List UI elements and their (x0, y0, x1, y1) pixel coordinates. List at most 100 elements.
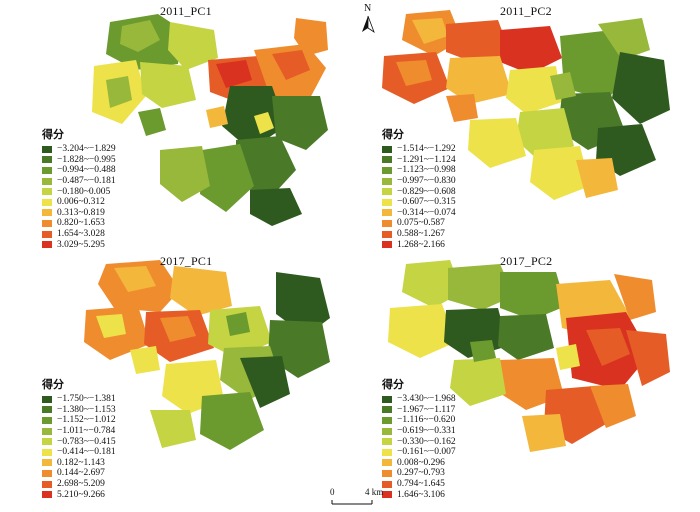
legend-swatch (382, 406, 392, 414)
legend: 得分 −1.750~−1.381 −1.380~−1.153 −1.152~−1.0… (42, 376, 116, 500)
legend-swatch (42, 448, 52, 456)
legend-swatch (42, 427, 52, 435)
legend-swatch (42, 459, 52, 467)
legend-swatch (382, 230, 392, 238)
legend-item: 0.313~0.819 (42, 208, 116, 219)
legend-item: 0.297~0.793 (382, 468, 456, 479)
legend-label: 0.006~0.312 (57, 197, 105, 208)
legend-item: −1.011~−0.784 (42, 426, 116, 437)
legend-item: −0.994~−0.488 (42, 165, 116, 176)
legend-label: 0.588~1.267 (397, 229, 445, 240)
city-region-blocks (382, 10, 670, 200)
legend-swatch (42, 406, 52, 414)
legend-items: −3.430~−1.968 −1.967~−1.117 −1.116~−0.620 −… (382, 394, 456, 500)
city-region-blocks (92, 14, 328, 226)
legend-item: −0.829~−0.608 (382, 186, 456, 197)
north-arrow-label: N (364, 3, 372, 14)
legend-items: −3.204~−1.829 −1.828~−0.995 −0.994~−0.488−… (42, 144, 116, 250)
legend-label: 0.008~0.296 (397, 457, 445, 468)
legend-item: 5.210~9.266 (42, 489, 116, 500)
legend-item: 0.794~1.645 (382, 479, 456, 490)
legend-swatch (42, 416, 52, 424)
choropleth-map-2011-pc1 (92, 14, 328, 226)
legend-item: −1.828~−0.995 (42, 155, 116, 166)
legend-swatch (42, 395, 52, 403)
city-region-blocks (388, 260, 670, 452)
legend-swatch (382, 469, 392, 477)
legend-label: −0.314~−0.074 (397, 207, 456, 218)
scale-bar (331, 500, 373, 505)
legend-label: −0.607~−0.315 (397, 197, 456, 208)
legend-label: −1.011~−0.784 (57, 426, 116, 437)
legend-swatch (382, 438, 392, 446)
map-panel-2011-pc2: 2011_PC2 得分 −1.514~−1.292 −1.291~−1.124 −1… (350, 0, 690, 250)
legend-swatch (42, 198, 52, 206)
legend-swatch (382, 166, 392, 174)
legend-label: 0.820~1.653 (57, 218, 105, 229)
legend-label: −0.487~−0.181 (57, 176, 116, 187)
legend-swatch (42, 480, 52, 488)
legend-items: −1.514~−1.292 −1.291~−1.124 −1.123~−0.998−… (382, 144, 456, 250)
legend-item: 1.268~2.166 (382, 239, 456, 250)
legend-label: 1.268~2.166 (397, 239, 445, 250)
legend-item: 0.144~2.697 (42, 468, 116, 479)
legend-label: −1.967~−1.117 (397, 404, 456, 415)
choropleth-map-2017-pc1 (84, 260, 330, 450)
scale-bar-start-label: 0 (330, 487, 335, 497)
north-arrow-icon (362, 15, 375, 34)
legend-swatch (382, 219, 392, 227)
legend-title: 得分 (382, 128, 404, 141)
legend-label: −1.152~−1.012 (57, 415, 116, 426)
legend-item: 3.029~5.295 (42, 239, 116, 250)
legend-label: −3.430~−1.968 (397, 394, 456, 405)
choropleth-map-2017-pc2 (388, 260, 670, 452)
legend-swatch (42, 145, 52, 153)
legend-label: 0.313~0.819 (57, 207, 105, 218)
legend: 得分 −3.204~−1.829 −1.828~−0.995 −0.994~−0.4… (42, 126, 116, 250)
legend-label: 2.698~5.209 (57, 479, 105, 490)
legend-label: −0.180~0.005 (57, 186, 111, 197)
legend-item: 0.008~0.296 (382, 458, 456, 469)
legend-swatch (382, 480, 392, 488)
map-panel-2011-pc1: 2011_PC1 得分 −3.204~−1.829 −1.828~−0.995 −0… (10, 0, 350, 250)
legend-label: −1.116~−0.620 (397, 415, 456, 426)
legend-swatch (42, 188, 52, 196)
legend-item: −1.750~−1.381 (42, 394, 116, 405)
legend-item: −1.152~−1.012 (42, 415, 116, 426)
legend-swatch (382, 188, 392, 196)
legend-label: −1.291~−1.124 (397, 154, 456, 165)
legend-swatch (382, 156, 392, 164)
legend-label: 1.646~3.106 (397, 489, 445, 500)
legend-label: 0.297~0.793 (397, 468, 445, 479)
legend-item: −0.607~−0.315 (382, 197, 456, 208)
legend-item: −0.161~−0.007 (382, 447, 456, 458)
legend-item: 0.075~0.587 (382, 218, 456, 229)
legend-swatch (382, 177, 392, 185)
scale-bar-end-label: 4 km (365, 487, 384, 497)
legend-label: 0.144~2.697 (57, 468, 105, 479)
legend-label: 0.182~1.143 (57, 457, 105, 468)
legend-item: 0.182~1.143 (42, 458, 116, 469)
legend-swatch (42, 209, 52, 217)
legend-item: 0.820~1.653 (42, 218, 116, 229)
legend-swatch (382, 395, 392, 403)
legend-item: 1.646~3.106 (382, 489, 456, 500)
legend-swatch (42, 491, 52, 499)
legend-label: 5.210~9.266 (57, 489, 105, 500)
legend-label: 0.794~1.645 (397, 479, 445, 490)
panel-title: 2011_PC2 (500, 4, 552, 18)
legend: 得分 −1.514~−1.292 −1.291~−1.124 −1.123~−0.9… (382, 126, 456, 250)
legend-swatch (42, 177, 52, 185)
legend-label: −1.828~−0.995 (57, 154, 116, 165)
legend-swatch (382, 145, 392, 153)
legend-swatch (42, 438, 52, 446)
panel-title: 2017_PC2 (500, 254, 553, 268)
legend-item: −0.180~0.005 (42, 186, 116, 197)
legend-title: 得分 (42, 128, 64, 141)
legend-label: 1.654~3.028 (57, 229, 105, 240)
legend-item: −0.330~−0.162 (382, 436, 456, 447)
legend-item: −0.487~−0.181 (42, 176, 116, 187)
legend-label: −0.161~−0.007 (397, 447, 456, 458)
legend-item: 0.006~0.312 (42, 197, 116, 208)
legend-item: 0.588~1.267 (382, 229, 456, 240)
